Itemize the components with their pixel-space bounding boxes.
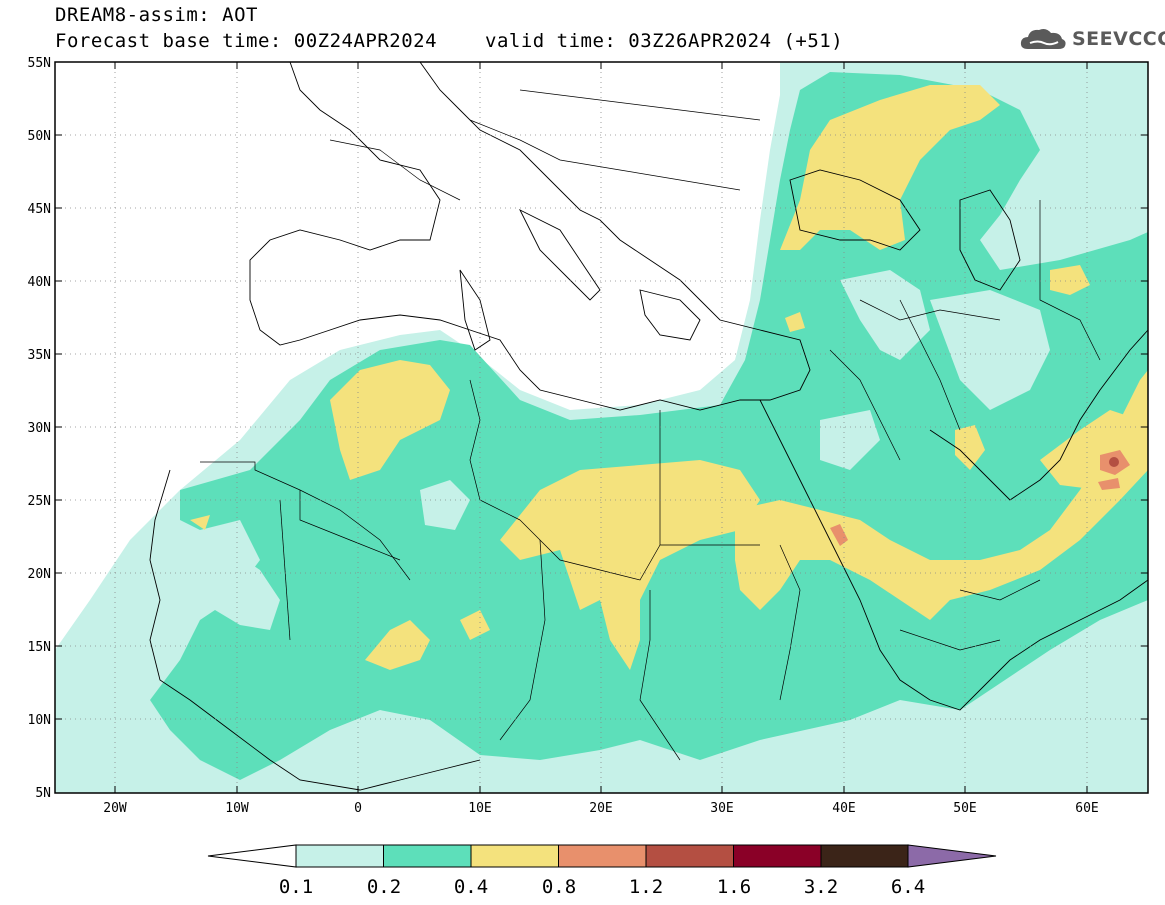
lat-label: 5N <box>35 786 51 801</box>
colorbar-label: 0.8 <box>542 876 576 898</box>
lat-label: 30N <box>28 421 51 436</box>
colorbar-cell <box>558 844 647 868</box>
borders <box>200 89 1101 761</box>
lon-label: 0 <box>354 801 362 816</box>
colorbar-cell <box>295 844 384 868</box>
chart-subtitle: Forecast base time: 00Z24APR2024 valid ti… <box>55 30 843 52</box>
aot-holes <box>195 270 1050 630</box>
lat-label: 10N <box>28 713 51 728</box>
colorbar-label: 1.2 <box>629 876 663 898</box>
colorbar-labels: 0.1 0.2 0.4 0.8 1.2 1.6 3.2 6.4 <box>279 876 925 898</box>
tick-marks <box>55 61 1148 794</box>
lat-label: 20N <box>28 567 51 582</box>
lat-labels: 55N 50N 45N 40N 35N 30N 25N 20N 15N 10N … <box>28 56 51 801</box>
valid-time: valid time: 03Z26APR2024 (+51) <box>485 30 844 52</box>
colorbar-low-arrow <box>207 844 297 868</box>
colorbar-cell <box>470 844 559 868</box>
base-time: Forecast base time: 00Z24APR2024 <box>55 30 438 52</box>
colorbar-cell <box>383 844 472 868</box>
lat-label: 50N <box>28 129 51 144</box>
seevccc-logo: SEEVCCC <box>1018 24 1165 54</box>
colorbar-cell <box>820 844 909 868</box>
colorbar-cell <box>733 844 822 868</box>
aot-level-0.8 <box>830 450 1130 546</box>
colorbar-high-arrow <box>907 844 997 868</box>
lon-label: 60E <box>1075 801 1098 816</box>
chart-title: DREAM8-assim: AOT <box>55 4 258 26</box>
colorbar-label: 1.6 <box>717 876 751 898</box>
lon-label: 10E <box>468 801 491 816</box>
aot-field <box>55 62 1148 793</box>
lon-label: 20E <box>589 801 612 816</box>
colorbar-label: 0.4 <box>454 876 488 898</box>
logo-text: SEEVCCC <box>1072 28 1165 50</box>
colorbar-label: 6.4 <box>891 876 925 898</box>
lon-labels: 20W 10W 0 10E 20E 30E 40E 50E 60E <box>103 801 1098 816</box>
colorbar-label: 0.2 <box>367 876 401 898</box>
lon-label: 10W <box>225 801 249 816</box>
gridlines <box>55 62 1148 793</box>
lon-label: 30E <box>710 801 733 816</box>
lat-label: 25N <box>28 494 51 509</box>
aot-level-0.2 <box>150 72 1148 780</box>
lon-label: 20W <box>103 801 127 816</box>
lat-label: 55N <box>28 56 51 71</box>
lat-label: 15N <box>28 640 51 655</box>
colorbar-label: 0.1 <box>279 876 313 898</box>
lon-label: 40E <box>832 801 855 816</box>
lat-label: 45N <box>28 202 51 217</box>
aot-level-1.2 <box>1109 457 1119 467</box>
lat-label: 40N <box>28 275 51 290</box>
colorbar-label: 3.2 <box>804 876 838 898</box>
lat-label: 35N <box>28 348 51 363</box>
colorbar-cell <box>645 844 734 868</box>
colorbar <box>207 844 997 868</box>
lon-label: 50E <box>953 801 976 816</box>
cloud-icon <box>1020 29 1066 49</box>
